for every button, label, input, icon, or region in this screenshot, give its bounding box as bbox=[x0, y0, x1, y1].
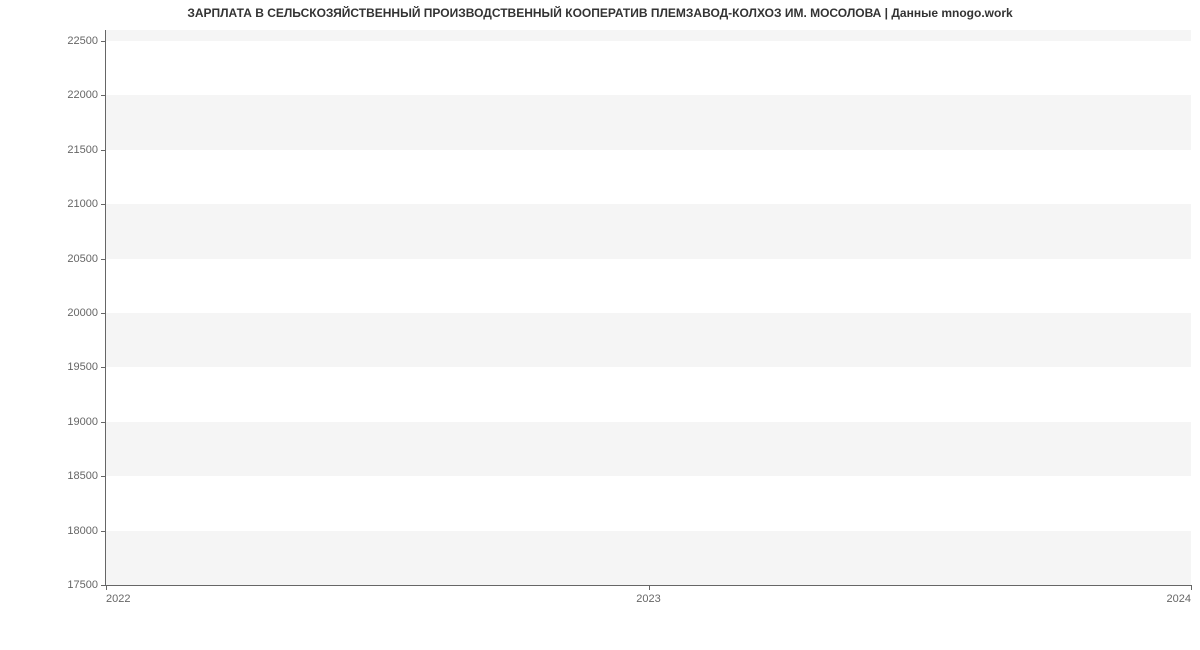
grid-band bbox=[106, 476, 1191, 530]
grid-band bbox=[106, 41, 1191, 95]
grid-band bbox=[106, 422, 1191, 476]
x-tick-label: 2022 bbox=[106, 585, 130, 605]
x-tick-label: 2024 bbox=[1167, 585, 1191, 605]
salary-line-chart: ЗАРПЛАТА В СЕЛЬСКОЗЯЙСТВЕННЫЙ ПРОИЗВОДСТ… bbox=[0, 0, 1200, 650]
x-tick-mark bbox=[1191, 585, 1192, 590]
grid-band bbox=[106, 259, 1191, 313]
y-tick-mark bbox=[101, 476, 106, 477]
y-tick-mark bbox=[101, 422, 106, 423]
y-tick-mark bbox=[101, 95, 106, 96]
grid-band bbox=[106, 313, 1191, 367]
grid-band bbox=[106, 204, 1191, 258]
y-tick-mark bbox=[101, 313, 106, 314]
y-tick-mark bbox=[101, 204, 106, 205]
grid-band bbox=[106, 95, 1191, 149]
y-tick-mark bbox=[101, 41, 106, 42]
grid-band bbox=[106, 367, 1191, 421]
grid-band bbox=[106, 531, 1191, 585]
y-tick-mark bbox=[101, 150, 106, 151]
x-tick-mark bbox=[106, 585, 107, 590]
chart-title: ЗАРПЛАТА В СЕЛЬСКОЗЯЙСТВЕННЫЙ ПРОИЗВОДСТ… bbox=[0, 6, 1200, 20]
grid-band bbox=[106, 150, 1191, 204]
y-tick-mark bbox=[101, 259, 106, 260]
grid-band bbox=[106, 30, 1191, 41]
y-tick-mark bbox=[101, 531, 106, 532]
y-tick-mark bbox=[101, 367, 106, 368]
x-tick-mark bbox=[649, 585, 650, 590]
plot-area: 1750018000185001900019500200002050021000… bbox=[105, 30, 1191, 586]
